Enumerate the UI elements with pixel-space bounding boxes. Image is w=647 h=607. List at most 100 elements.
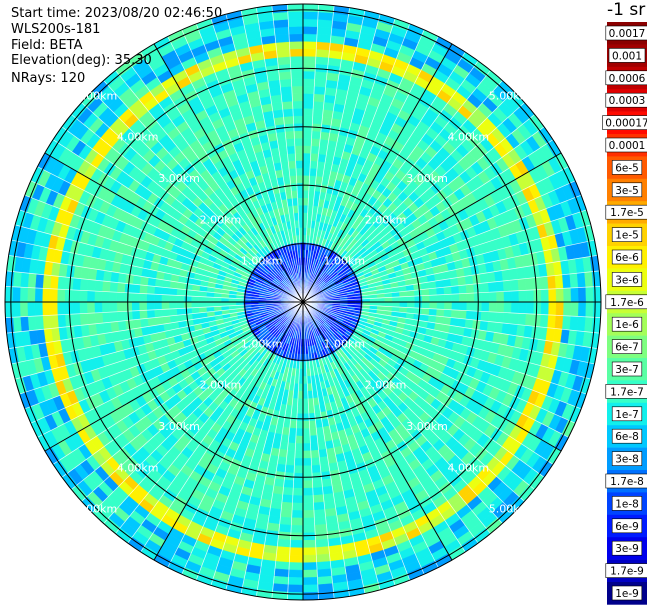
beta-cell <box>302 398 309 407</box>
beta-cell <box>444 293 453 303</box>
beta-cell <box>275 41 290 51</box>
range-ring-label: 2.00km <box>200 379 242 392</box>
beta-cell <box>289 175 297 184</box>
beta-cell <box>315 546 330 556</box>
beta-cell <box>198 296 207 303</box>
beta-cell <box>459 301 468 311</box>
colorbar-tick-label: 0.0006 <box>609 73 646 85</box>
beta-cell <box>298 383 304 392</box>
colorbar-tick-label: 6e-6 <box>615 252 639 264</box>
beta-cell <box>488 311 497 323</box>
beta-cell <box>313 509 326 518</box>
beta-cell <box>302 4 319 13</box>
beta-cell <box>109 291 118 303</box>
beta-cell <box>436 308 445 318</box>
beta-cell <box>302 383 308 392</box>
beta-cell <box>12 301 21 318</box>
beta-cell <box>277 456 287 466</box>
beta-cell <box>443 309 453 318</box>
beta-cell <box>273 575 289 585</box>
beta-cell <box>517 313 527 326</box>
beta-cell <box>57 276 67 290</box>
beta-cell <box>317 19 333 29</box>
beta-cell <box>510 312 519 325</box>
beta-cell <box>563 287 572 303</box>
beta-cell <box>64 276 74 291</box>
range-ring-label: 5.00km <box>76 503 118 516</box>
beta-cell <box>280 509 293 518</box>
beta-cell <box>570 287 579 303</box>
beta-cell <box>132 318 142 330</box>
beta-cell <box>276 546 291 556</box>
beta-cell <box>421 301 430 309</box>
beta-cell <box>94 290 103 303</box>
beta-cell <box>302 108 314 117</box>
beta-cell <box>302 435 311 444</box>
beta-cell <box>495 311 505 324</box>
beta-cell <box>293 130 304 139</box>
beta-cell <box>302 18 319 27</box>
beta-cell <box>585 286 594 303</box>
beta-cell <box>288 427 297 437</box>
beta-cell <box>315 48 330 58</box>
beta-cell <box>287 435 297 444</box>
beta-cell <box>86 290 95 303</box>
beta-cell <box>302 502 315 511</box>
beta-cell <box>294 145 304 154</box>
range-ring-label: 1.00km <box>324 337 366 350</box>
beta-cell <box>547 314 557 329</box>
beta-cell <box>503 290 512 303</box>
beta-cell <box>488 301 497 313</box>
beta-cell <box>34 301 43 317</box>
colorbar-tick-label: 0.0001 <box>609 140 646 152</box>
beta-cell <box>310 152 319 162</box>
beta-cell <box>286 449 296 459</box>
beta-cell <box>309 420 317 429</box>
beta-cell <box>191 301 200 309</box>
colorbar-tick-label: 6e-5 <box>615 162 639 174</box>
range-ring-label: 1.00km <box>324 255 366 268</box>
beta-cell <box>161 308 170 318</box>
beta-cell <box>302 93 315 102</box>
beta-cell <box>576 272 586 288</box>
beta-cell <box>302 517 315 526</box>
beta-cell <box>319 463 331 473</box>
beta-cell <box>94 279 104 292</box>
beta-cell <box>312 487 324 496</box>
beta-cell <box>288 562 304 571</box>
beta-cell <box>458 284 467 295</box>
beta-cell <box>146 285 156 295</box>
beta-cell <box>292 108 304 117</box>
beta-cell <box>466 301 475 312</box>
beta-cell <box>19 301 28 318</box>
beta-cell <box>302 190 310 199</box>
beta-cell <box>139 284 148 295</box>
beta-cell <box>292 495 304 504</box>
beta-cell <box>563 301 572 317</box>
beta-cell <box>496 301 505 313</box>
beta-cell <box>277 538 291 548</box>
beta-cell <box>64 301 73 315</box>
range-ring-label: 2.00km <box>365 379 407 392</box>
beta-cell <box>309 160 319 169</box>
beta-cell <box>458 309 467 320</box>
beta-cell <box>274 33 290 43</box>
beta-cell <box>302 182 310 191</box>
beta-cell <box>131 310 141 321</box>
beta-cell <box>302 41 317 50</box>
beta-cell <box>86 301 95 314</box>
beta-cell <box>503 301 512 314</box>
beta-cell <box>569 272 579 289</box>
beta-cell <box>296 190 304 199</box>
beta-cell <box>302 204 309 213</box>
beta-cell <box>315 56 329 66</box>
beta-cell <box>302 137 312 146</box>
range-ring-label: 3.00km <box>158 420 200 433</box>
beta-cell <box>153 293 162 303</box>
beta-cell <box>64 289 73 303</box>
beta-cell <box>213 297 222 303</box>
beta-cell <box>205 301 214 308</box>
beta-cell <box>302 167 311 176</box>
beta-cell <box>297 391 304 400</box>
colorbar: 0.00170.0010.00060.00030.000170.00016e-5… <box>602 22 647 605</box>
